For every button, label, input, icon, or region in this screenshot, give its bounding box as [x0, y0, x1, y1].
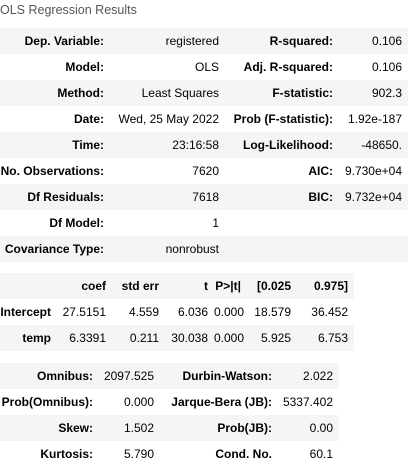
column-header: P>|t| [215, 279, 241, 293]
summary-value [339, 210, 408, 236]
diagnostic-value: 0.00 [309, 421, 333, 435]
summary-value: 9.730e+04 [344, 164, 402, 178]
summary-value: 23:16:58 [172, 138, 219, 152]
table-row: Omnibus: 2097.525 Durbin-Watson: 2.022 [0, 363, 339, 389]
summary-label: AIC: [308, 164, 333, 178]
column-header: coef [81, 279, 106, 293]
table-cell: 18.579 [254, 305, 291, 319]
summary-label: Time: [72, 138, 104, 152]
coefficients-table: coef std err t P>|t| [0.025 0.975] Inter… [0, 273, 354, 351]
column-header: [0.025 [256, 279, 291, 293]
table-row: Model: OLS Adj. R-squared: 0.106 [0, 54, 408, 80]
diagnostic-value: 0.000 [123, 395, 154, 409]
column-header: 0.975] [313, 279, 348, 293]
diagnostic-label: Prob(JB): [217, 421, 272, 435]
model-summary-table: Dep. Variable: registered R-squared: 0.1… [0, 28, 408, 262]
summary-value: nonrobust [165, 242, 219, 256]
summary-value: 1.92e-187 [347, 112, 402, 126]
table-cell: 6.036 [177, 305, 208, 319]
table-row: Df Residuals: 7618 BIC: 9.732e+04 [0, 184, 408, 210]
table-row: Intercept 27.5151 4.559 6.036 0.000 18.5… [0, 299, 354, 325]
summary-value: 7620 [192, 164, 219, 178]
table-row: Method: Least Squares F-statistic: 902.3 [0, 80, 408, 106]
table-cell: 0.211 [129, 331, 159, 345]
table-cell: 4.559 [128, 305, 159, 319]
diagnostic-label: Jarque-Bera (JB): [171, 395, 272, 409]
summary-value: -48650. [361, 138, 402, 152]
column-header [0, 273, 57, 299]
column-header: t [204, 279, 208, 293]
summary-label: Covariance Type: [4, 242, 104, 256]
table-cell: 0.000 [214, 305, 245, 319]
diagnostics-table: Omnibus: 2097.525 Durbin-Watson: 2.022 P… [0, 363, 339, 467]
table-row: temp 6.3391 0.211 30.038 0.000 5.925 6.7… [0, 325, 354, 351]
summary-label: Df Residuals: [27, 190, 104, 204]
column-header: std err [121, 279, 159, 293]
diagnostic-value: 2097.525 [103, 369, 154, 383]
diagnostic-value: 5337.402 [282, 395, 333, 409]
diagnostic-label: Cond. No. [215, 447, 272, 461]
summary-label: Dep. Variable: [24, 34, 104, 48]
summary-label: No. Observations: [0, 164, 104, 178]
diagnostic-value: 1.502 [123, 421, 154, 435]
summary-label: Method: [57, 86, 104, 100]
table-caption: OLS Regression Results [0, 3, 137, 17]
summary-value: 7618 [192, 190, 219, 204]
row-label: Intercept [0, 305, 51, 319]
table-row: No. Observations: 7620 AIC: 9.730e+04 [0, 158, 408, 184]
table-cell: 0.000 [214, 331, 245, 345]
summary-label: F-statistic: [272, 86, 333, 100]
summary-value: 0.106 [371, 34, 402, 48]
summary-value: 1 [212, 216, 219, 230]
table-row: Kurtosis: 5.790 Cond. No. 60.1 [0, 441, 339, 467]
diagnostic-value: 2.022 [302, 369, 333, 383]
table-row: Date: Wed, 25 May 2022 Prob (F-statistic… [0, 106, 408, 132]
summary-value: 902.3 [371, 86, 402, 100]
summary-label: BIC: [308, 190, 333, 204]
summary-label [225, 236, 339, 262]
table-row: Df Model: 1 [0, 210, 408, 236]
diagnostic-label: Omnibus: [37, 369, 93, 383]
table-row: Time: 23:16:58 Log-Likelihood: -48650. [0, 132, 408, 158]
table-row: Dep. Variable: registered R-squared: 0.1… [0, 28, 408, 54]
summary-label: Adj. R-squared: [243, 60, 333, 74]
summary-value: registered [165, 34, 219, 48]
table-row: Skew: 1.502 Prob(JB): 0.00 [0, 415, 339, 441]
table-row: Prob(Omnibus): 0.000 Jarque-Bera (JB): 5… [0, 389, 339, 415]
summary-value: Wed, 25 May 2022 [118, 112, 219, 126]
summary-label: Df Model: [49, 216, 104, 230]
summary-value: Least Squares [141, 86, 219, 100]
table-cell: 6.3391 [69, 331, 106, 345]
summary-value: 0.106 [371, 60, 402, 74]
summary-value [339, 236, 408, 262]
summary-label [225, 210, 339, 236]
diagnostic-label: Durbin-Watson: [182, 369, 272, 383]
diagnostic-label: Skew: [58, 421, 93, 435]
diagnostic-label: Kurtosis: [40, 447, 93, 461]
summary-value: 9.732e+04 [344, 190, 402, 204]
diagnostic-label: Prob(Omnibus): [1, 395, 93, 409]
table-cell: 36.452 [311, 305, 348, 319]
diagnostic-value: 60.1 [309, 447, 333, 461]
table-row: Covariance Type: nonrobust [0, 236, 408, 262]
summary-label: Date: [73, 112, 104, 126]
table-cell: 27.5151 [62, 305, 106, 319]
summary-value: OLS [194, 60, 219, 74]
diagnostic-value: 5.790 [123, 447, 154, 461]
summary-label: R-squared: [269, 34, 333, 48]
table-cell: 6.753 [317, 331, 348, 345]
summary-label: Model: [65, 60, 104, 74]
summary-label: Log-Likelihood: [243, 138, 333, 152]
table-cell: 30.038 [171, 331, 208, 345]
row-label: temp [22, 331, 51, 345]
summary-label: Prob (F-statistic): [233, 112, 333, 126]
table-header-row: coef std err t P>|t| [0.025 0.975] [0, 273, 354, 299]
table-cell: 5.925 [260, 331, 291, 345]
